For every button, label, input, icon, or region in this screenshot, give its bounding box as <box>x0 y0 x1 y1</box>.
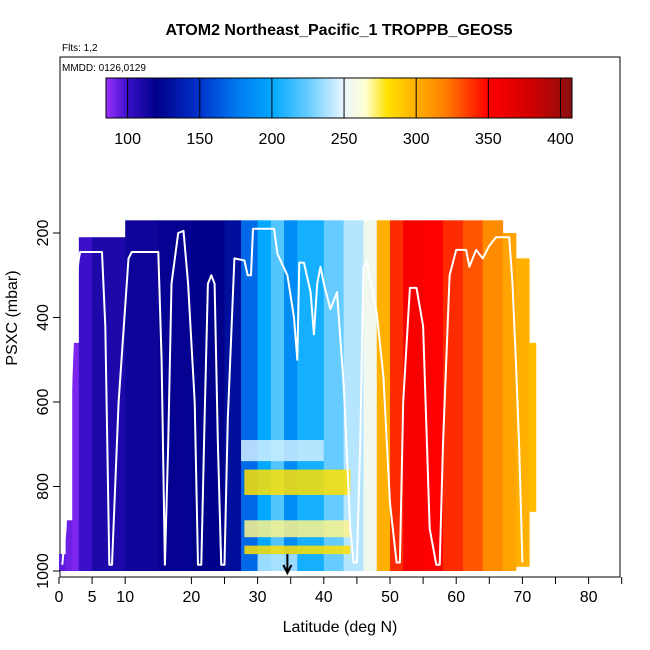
heatmap-cell <box>442 220 464 571</box>
heatmap-cell <box>241 220 259 571</box>
x-tick-label: 5 <box>88 589 97 606</box>
x-tick-label: 20 <box>183 589 201 606</box>
heatmap-cell <box>529 342 537 512</box>
heatmap-cell <box>403 220 424 571</box>
heatmap-cell <box>224 220 242 571</box>
annotation-flights: Flts: 1,2 <box>62 43 98 54</box>
x-tick-label: 30 <box>249 589 267 606</box>
colorbar-tick-label: 350 <box>475 131 502 148</box>
x-tick-label: 80 <box>580 589 598 606</box>
heatmap-cell <box>65 520 73 571</box>
heatmap-cell <box>270 220 285 571</box>
heatmap-band <box>241 440 324 462</box>
colorbar-tick-label: 300 <box>403 131 430 148</box>
heatmap-cell <box>72 342 80 571</box>
heatmap-cell <box>257 220 272 571</box>
y-tick-label: 600 <box>35 389 52 416</box>
heatmap-cell <box>482 220 504 571</box>
x-tick-label: 70 <box>514 589 532 606</box>
heatmap-band <box>244 520 351 538</box>
x-axis-label: Latitude (deg N) <box>283 619 398 636</box>
y-axis-label: PSXC (mbar) <box>4 270 21 365</box>
heatmap-cell <box>462 220 484 571</box>
heatmap-cell <box>323 220 345 571</box>
heatmap-band <box>244 469 351 495</box>
y-axis: 200 400 600 800 1000 <box>35 220 60 589</box>
heatmap-cell <box>515 258 530 567</box>
x-tick-label: 10 <box>116 589 134 606</box>
colorbar-tick-label: 250 <box>331 131 358 148</box>
y-tick-label: 200 <box>35 220 52 247</box>
arrow-head <box>282 564 293 576</box>
heatmap-cell <box>390 220 404 571</box>
chart-title: ATOM2 Northeast_Pacific_1 TROPPB_GEOS5 <box>165 22 512 39</box>
x-tick-label: 40 <box>315 589 333 606</box>
colorbar-tick-label: 400 <box>547 131 574 148</box>
x-tick-label: 60 <box>447 589 465 606</box>
arrow-marker <box>282 554 293 576</box>
heatmap-cell <box>297 220 325 571</box>
y-tick-label: 1000 <box>35 553 52 589</box>
heatmap-cell <box>78 237 93 571</box>
heatmap-cell <box>363 220 378 571</box>
heatmap-cell <box>502 233 517 571</box>
colorbar-tick-label: 150 <box>186 131 213 148</box>
x-axis: 0 5 10 20 30 40 50 60 70 80 <box>55 576 623 606</box>
x-tick-label: 0 <box>55 589 64 606</box>
colorbar: 100 150 200 250 300 350 400 <box>105 77 574 148</box>
annotation-dates: MMDD: 0126,0129 <box>62 63 146 74</box>
flight-track-line <box>61 227 524 566</box>
heatmap-band <box>257 554 298 571</box>
y-tick-label: 800 <box>35 473 52 500</box>
heatmap-cells <box>59 220 537 571</box>
x-tick-label: 50 <box>381 589 399 606</box>
colorbar-tick-label: 200 <box>259 131 286 148</box>
heatmap-cell <box>125 220 159 571</box>
y-tick-label: 400 <box>35 304 52 331</box>
colorbar-tick-label: 100 <box>114 131 141 148</box>
heatmap-band <box>244 545 351 555</box>
colorbar-gradient <box>105 77 573 119</box>
